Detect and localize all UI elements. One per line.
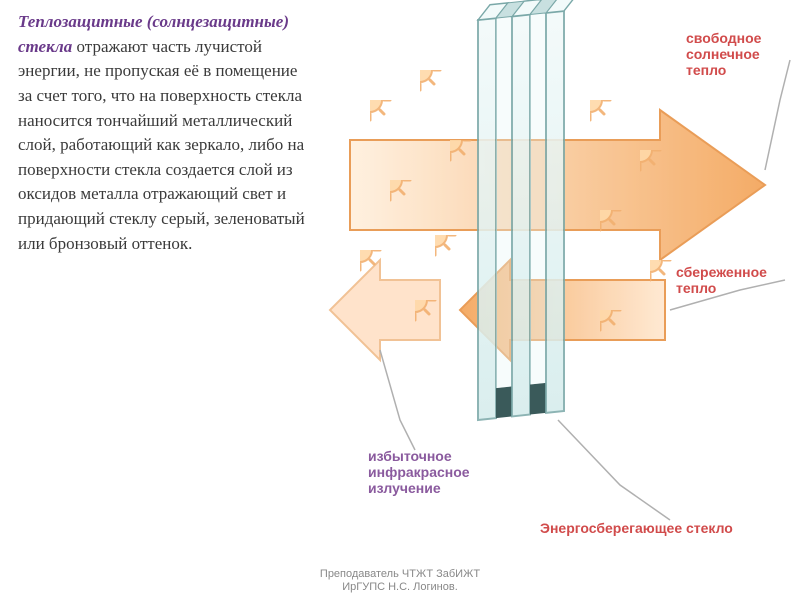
credit-line2: ИрГУПС Н.С. Логинов. <box>320 581 480 594</box>
body-text: отражают часть лучистой энергии, не проп… <box>18 37 305 253</box>
label-saved-heat: сбереженное тепло <box>676 264 796 296</box>
glass-diagram: свободное солнечное тепло сбереженное те… <box>320 0 800 560</box>
label-energy-glass: Энергосберегающее стекло <box>540 520 733 536</box>
label-ir: избыточное инфракрасное излучение <box>368 448 508 496</box>
label-free-heat: свободное солнечное тепло <box>686 30 796 78</box>
credit-line1: Преподаватель ЧТЖТ ЗабИЖТ <box>320 568 480 581</box>
description-block: Теплозащитные (солнцезащитные) стекла от… <box>18 10 308 256</box>
credit: Преподаватель ЧТЖТ ЗабИЖТ ИрГУПС Н.С. Ло… <box>320 568 480 594</box>
glass-panes <box>478 0 576 420</box>
